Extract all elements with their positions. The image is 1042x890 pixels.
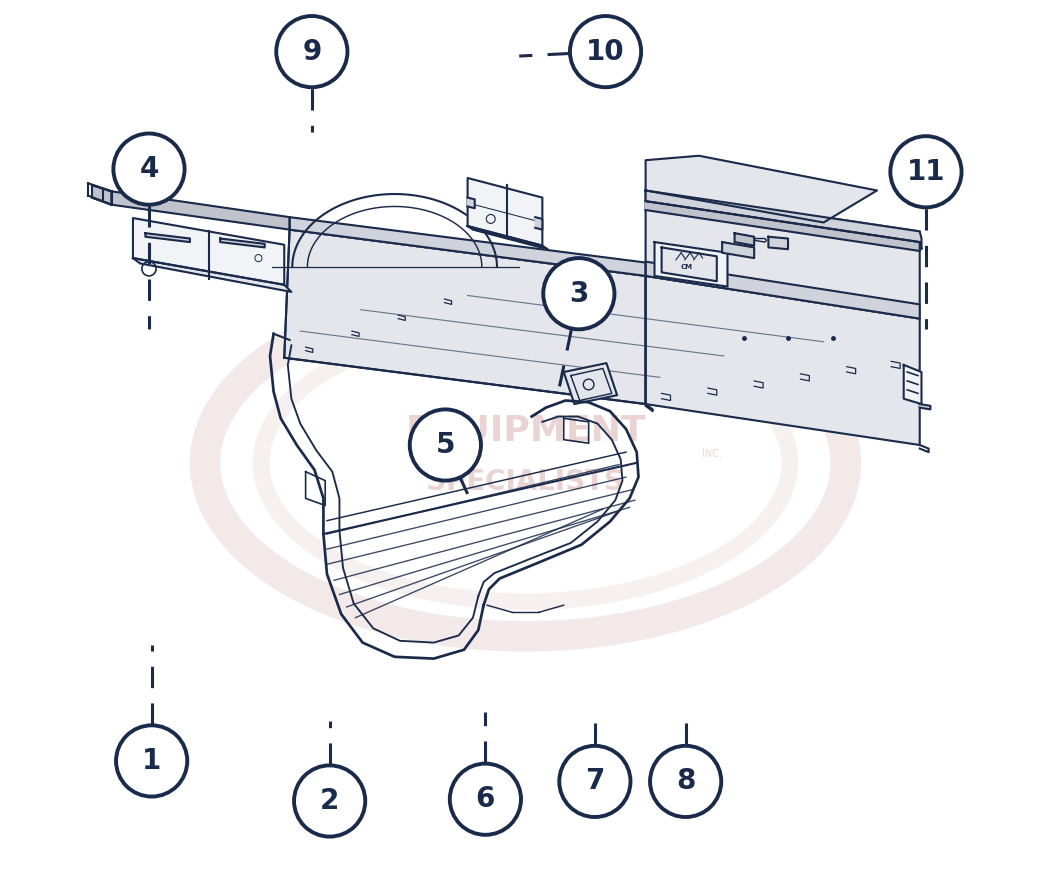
Text: 8: 8 [676,767,695,796]
Polygon shape [903,365,921,404]
Circle shape [276,16,347,87]
Polygon shape [646,190,921,249]
Polygon shape [646,276,920,445]
Polygon shape [133,218,284,285]
Circle shape [116,725,188,797]
Text: 6: 6 [476,785,495,813]
Text: 11: 11 [907,158,945,186]
Text: 3: 3 [569,279,589,308]
Text: CM: CM [680,264,693,270]
Text: 1: 1 [142,747,162,775]
Text: INC.: INC. [702,449,722,459]
Polygon shape [654,242,727,287]
Polygon shape [468,198,475,208]
Text: 4: 4 [140,155,158,183]
Polygon shape [290,217,646,276]
Polygon shape [133,258,292,292]
Polygon shape [468,226,548,249]
Text: SPECIALISTS: SPECIALISTS [426,468,624,497]
Circle shape [450,764,521,835]
Polygon shape [284,230,646,404]
Polygon shape [646,190,920,319]
Circle shape [650,746,721,817]
Circle shape [560,746,630,817]
Polygon shape [564,363,617,404]
Circle shape [294,765,366,837]
Polygon shape [220,239,265,247]
Polygon shape [111,191,290,230]
Circle shape [410,409,481,481]
Polygon shape [146,233,190,242]
Text: 10: 10 [587,37,625,66]
Polygon shape [735,233,754,246]
Circle shape [570,16,641,87]
Polygon shape [284,230,646,404]
Circle shape [890,136,962,207]
Text: 7: 7 [586,767,604,796]
Polygon shape [646,156,877,222]
Polygon shape [646,262,920,319]
Circle shape [543,258,615,329]
Polygon shape [662,247,717,281]
Circle shape [114,134,184,205]
Polygon shape [768,237,788,249]
Polygon shape [92,185,111,205]
Text: 9: 9 [302,37,322,66]
Polygon shape [646,201,920,251]
Text: 2: 2 [320,787,340,815]
Text: 5: 5 [436,431,455,459]
Polygon shape [920,404,931,409]
Polygon shape [468,178,542,246]
Polygon shape [722,242,754,258]
Text: EQUIPMENT: EQUIPMENT [405,414,646,448]
Polygon shape [536,217,542,230]
